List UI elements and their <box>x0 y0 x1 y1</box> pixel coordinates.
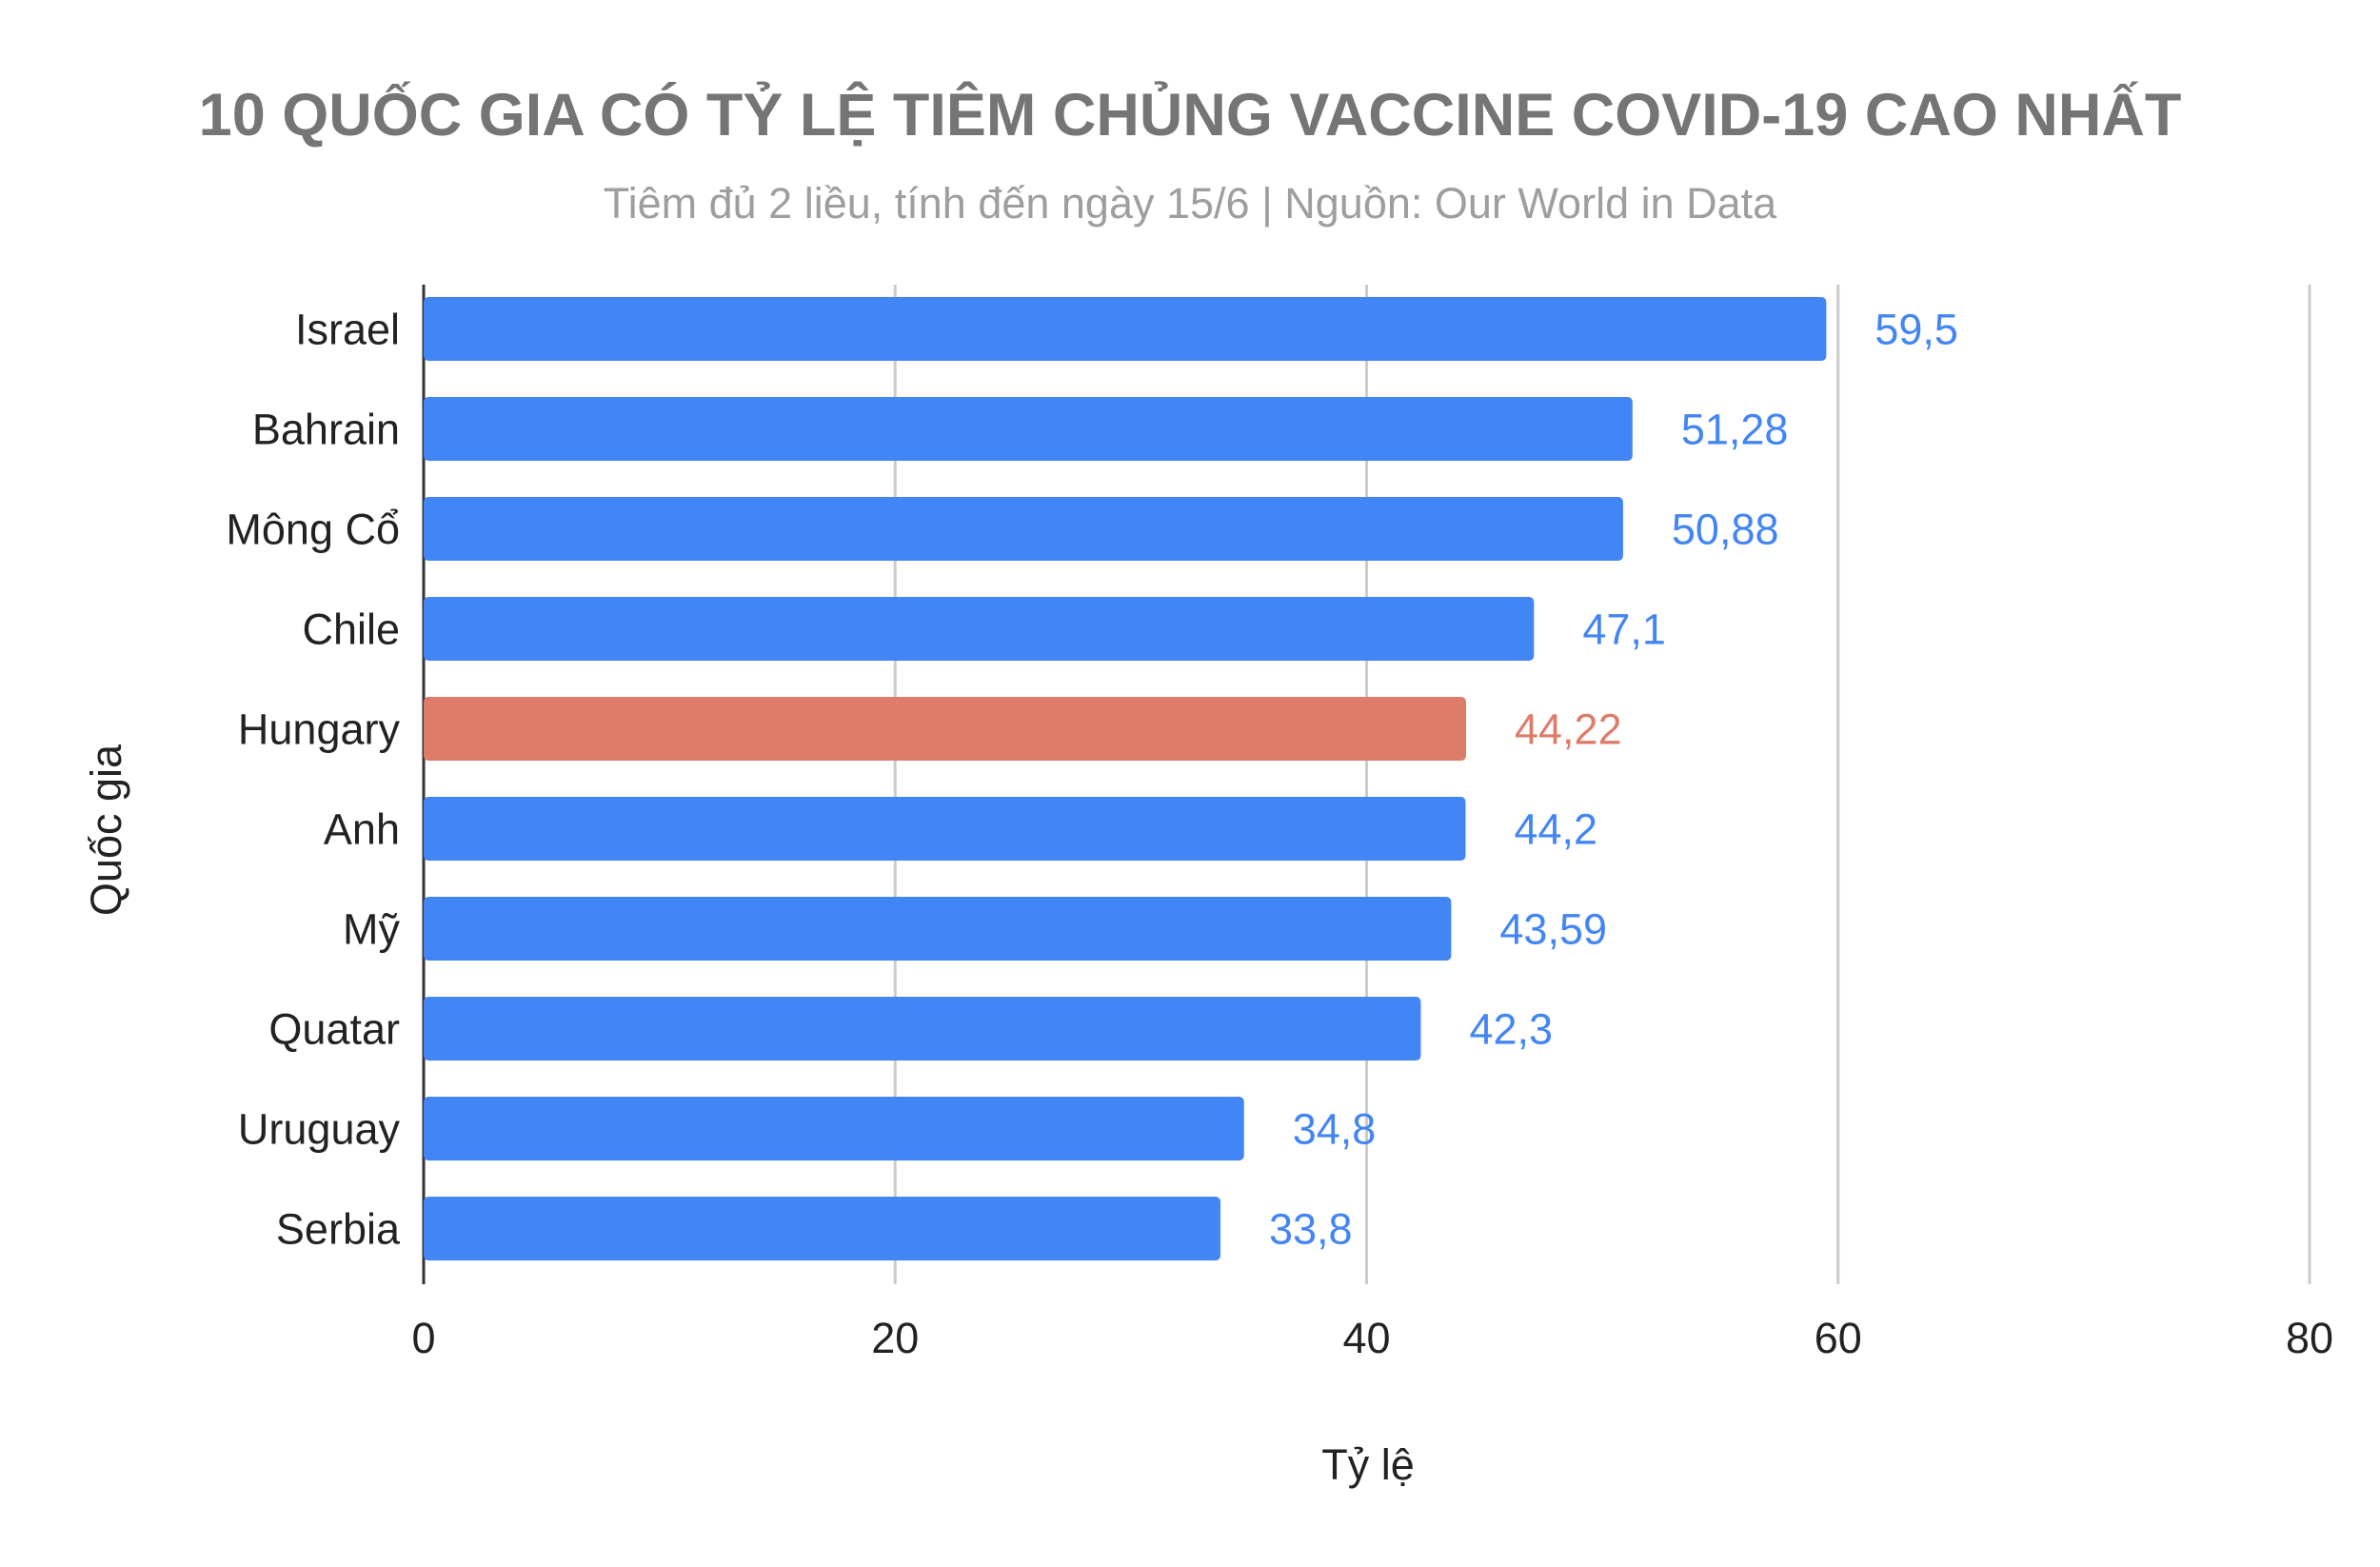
bar <box>424 697 1466 761</box>
y-tick-label: Quatar <box>268 1005 400 1054</box>
y-tick-label: Bahrain <box>252 406 400 454</box>
bar <box>424 597 1535 661</box>
bar <box>424 297 1827 361</box>
data-label: 44,22 <box>1515 705 1622 754</box>
data-label: 47,1 <box>1582 605 1666 654</box>
x-tick-label: 20 <box>871 1314 919 1362</box>
data-label: 50,88 <box>1672 506 1779 554</box>
data-label: 34,8 <box>1293 1105 1377 1154</box>
x-tick-label: 60 <box>1815 1314 1862 1362</box>
chart-title: 10 QUỐC GIA CÓ TỶ LỆ TIÊM CHỦNG VACCINE … <box>199 81 2182 149</box>
x-tick-label: 80 <box>2286 1314 2333 1362</box>
data-label: 42,3 <box>1469 1005 1553 1054</box>
bar <box>424 797 1466 861</box>
y-axis-label: Quốc gia <box>82 744 130 916</box>
y-tick-label: Hungary <box>238 705 401 754</box>
x-axis-label: Tỷ lệ <box>1321 1440 1415 1489</box>
y-tick-label: Mông Cổ <box>226 506 400 554</box>
y-tick-label: Serbia <box>276 1205 401 1254</box>
chart-subtitle: Tiêm đủ 2 liều, tính đến ngày 15/6 | Ngu… <box>604 179 1777 228</box>
bar <box>424 897 1452 961</box>
bar <box>424 397 1633 461</box>
data-label: 44,2 <box>1515 805 1598 854</box>
y-tick-label: Chile <box>302 605 400 654</box>
data-label: 43,59 <box>1499 905 1607 954</box>
y-tick-label: Israel <box>295 306 400 354</box>
bar <box>424 1097 1244 1160</box>
x-tick-label: 40 <box>1342 1314 1390 1362</box>
data-label: 59,5 <box>1874 306 1958 354</box>
y-tick-label: Uruguay <box>238 1105 401 1154</box>
bar <box>424 497 1623 561</box>
data-label: 33,8 <box>1269 1205 1353 1254</box>
y-tick-label: Anh <box>324 805 400 854</box>
data-label: 51,28 <box>1681 406 1789 454</box>
bar <box>424 997 1421 1061</box>
bar <box>424 1197 1220 1260</box>
x-tick-label: 0 <box>411 1314 435 1362</box>
y-tick-label: Mỹ <box>343 905 400 954</box>
